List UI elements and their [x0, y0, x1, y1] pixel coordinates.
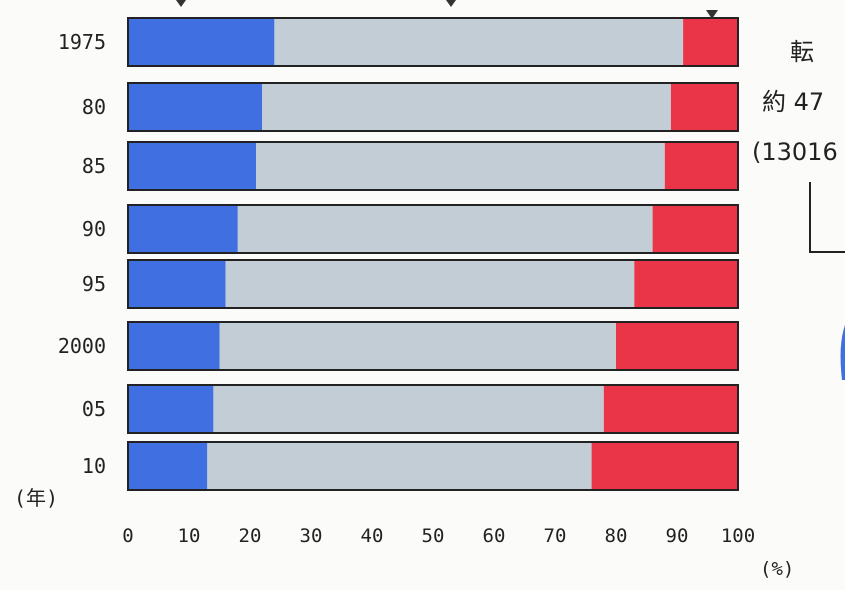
bar-segment-2 [237, 205, 653, 253]
top-arrow-marker [706, 10, 718, 19]
bar-outline [127, 82, 739, 132]
y-unit-label: (年) [14, 486, 58, 510]
x-tick-label: 90 [666, 525, 689, 547]
x-tick-label: 30 [300, 525, 323, 547]
y-tick-label: 80 [82, 95, 106, 119]
bar-segment-1 [128, 322, 220, 370]
annotation-line-3: (13016 [752, 138, 838, 166]
y-tick-label: 90 [82, 217, 106, 241]
x-tick-label: 10 [178, 525, 201, 547]
bar-segment-2 [262, 83, 671, 131]
x-tick-label: 100 [721, 525, 755, 547]
x-tick-label: 80 [605, 525, 628, 547]
bar-segment-3 [603, 385, 738, 433]
bracket-line [809, 182, 845, 253]
bar-segment-3 [591, 442, 738, 490]
bar-segment-1 [128, 385, 214, 433]
top-arrow-marker [176, 0, 186, 7]
x-tick-label: 70 [544, 525, 567, 547]
bar-segment-2 [219, 322, 616, 370]
x-tick-label: 40 [361, 525, 384, 547]
bar-segment-3 [664, 142, 738, 190]
bar-segment-3 [670, 83, 738, 131]
bar-segment-1 [128, 442, 208, 490]
y-tick-label: 1975 [58, 30, 106, 54]
bar-outline [127, 321, 739, 371]
bar-segment-1 [128, 142, 257, 190]
annotation-line-2: 約 47 [762, 88, 824, 116]
x-unit-label: (%) [760, 558, 794, 580]
bar-segment-1 [128, 205, 238, 253]
bar-outline [127, 384, 739, 434]
y-tick-label: 2000 [58, 334, 106, 358]
x-tick-label: 0 [122, 525, 133, 547]
x-tick-label: 20 [239, 525, 262, 547]
y-tick-label: 10 [82, 454, 106, 478]
bar-segment-3 [652, 205, 738, 253]
bar-outline [127, 441, 739, 491]
x-tick-label: 50 [422, 525, 445, 547]
y-tick-label: 85 [82, 154, 106, 178]
bar-segment-3 [634, 260, 738, 308]
bar-segment-1 [128, 83, 263, 131]
y-tick-label: 95 [82, 272, 106, 296]
bar-segment-1 [128, 18, 275, 66]
bar-outline [127, 204, 739, 254]
bar-segment-2 [213, 385, 604, 433]
x-tick-label: 60 [483, 525, 506, 547]
annotation-line-1: 転 [790, 38, 814, 66]
bar-segment-2 [225, 260, 635, 308]
bar-segment-2 [274, 18, 684, 66]
bar-segment-3 [616, 322, 738, 370]
bar-segment-1 [128, 260, 226, 308]
bar-segment-2 [256, 142, 665, 190]
bar-outline [127, 259, 739, 309]
top-arrow-marker [446, 0, 456, 7]
y-tick-label: 05 [82, 397, 106, 421]
bar-segment-2 [207, 442, 592, 490]
bar-outline [127, 141, 739, 191]
cropped-blue-block [840, 325, 845, 380]
bar-segment-3 [683, 18, 738, 66]
bar-outline [127, 17, 739, 67]
chart-decorations [176, 0, 845, 380]
